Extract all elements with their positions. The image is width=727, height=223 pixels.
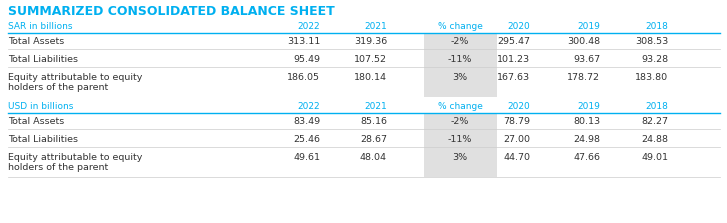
Text: 85.16: 85.16 <box>360 117 387 126</box>
Text: 2019: 2019 <box>577 22 600 31</box>
Text: 49.61: 49.61 <box>293 153 320 162</box>
Text: 308.53: 308.53 <box>635 37 668 46</box>
Text: 83.49: 83.49 <box>293 117 320 126</box>
Text: 167.63: 167.63 <box>497 73 530 82</box>
Text: Equity attributable to equity
holders of the parent: Equity attributable to equity holders of… <box>8 73 142 92</box>
Text: 2021: 2021 <box>364 102 387 111</box>
Text: % change: % change <box>438 22 483 31</box>
Text: 2020: 2020 <box>507 102 530 111</box>
Text: 300.48: 300.48 <box>567 37 600 46</box>
Text: 3%: 3% <box>452 153 467 162</box>
Text: 93.67: 93.67 <box>573 55 600 64</box>
Text: 101.23: 101.23 <box>497 55 530 64</box>
Text: 2021: 2021 <box>364 22 387 31</box>
Text: 24.98: 24.98 <box>573 135 600 144</box>
Text: 178.72: 178.72 <box>567 73 600 82</box>
Text: 27.00: 27.00 <box>503 135 530 144</box>
Text: -2%: -2% <box>451 37 469 46</box>
Text: 48.04: 48.04 <box>360 153 387 162</box>
Bar <box>424 33 497 97</box>
Text: 2018: 2018 <box>645 102 668 111</box>
Text: 24.88: 24.88 <box>641 135 668 144</box>
Text: 295.47: 295.47 <box>497 37 530 46</box>
Text: 2022: 2022 <box>297 102 320 111</box>
Text: -11%: -11% <box>448 55 473 64</box>
Text: SUMMARIZED CONSOLIDATED BALANCE SHEET: SUMMARIZED CONSOLIDATED BALANCE SHEET <box>8 5 334 18</box>
Text: 44.70: 44.70 <box>503 153 530 162</box>
Text: 25.46: 25.46 <box>293 135 320 144</box>
Text: 319.36: 319.36 <box>354 37 387 46</box>
Text: -11%: -11% <box>448 135 473 144</box>
Text: 80.13: 80.13 <box>573 117 600 126</box>
Text: 2022: 2022 <box>297 22 320 31</box>
Text: 49.01: 49.01 <box>641 153 668 162</box>
Text: 82.27: 82.27 <box>641 117 668 126</box>
Text: 186.05: 186.05 <box>287 73 320 82</box>
Text: Total Assets: Total Assets <box>8 37 64 46</box>
Text: % change: % change <box>438 102 483 111</box>
Text: 2018: 2018 <box>645 22 668 31</box>
Text: Total Liabilities: Total Liabilities <box>8 135 78 144</box>
Text: 78.79: 78.79 <box>503 117 530 126</box>
Text: -2%: -2% <box>451 117 469 126</box>
Text: SAR in billions: SAR in billions <box>8 22 73 31</box>
Text: 313.11: 313.11 <box>286 37 320 46</box>
Text: 2019: 2019 <box>577 102 600 111</box>
Text: 180.14: 180.14 <box>354 73 387 82</box>
Text: Total Liabilities: Total Liabilities <box>8 55 78 64</box>
Bar <box>424 113 497 177</box>
Text: 107.52: 107.52 <box>354 55 387 64</box>
Text: 28.67: 28.67 <box>360 135 387 144</box>
Text: 47.66: 47.66 <box>573 153 600 162</box>
Text: USD in billions: USD in billions <box>8 102 73 111</box>
Text: Equity attributable to equity
holders of the parent: Equity attributable to equity holders of… <box>8 153 142 172</box>
Text: 2020: 2020 <box>507 22 530 31</box>
Text: 183.80: 183.80 <box>635 73 668 82</box>
Text: 95.49: 95.49 <box>293 55 320 64</box>
Text: 3%: 3% <box>452 73 467 82</box>
Text: 93.28: 93.28 <box>641 55 668 64</box>
Text: Total Assets: Total Assets <box>8 117 64 126</box>
